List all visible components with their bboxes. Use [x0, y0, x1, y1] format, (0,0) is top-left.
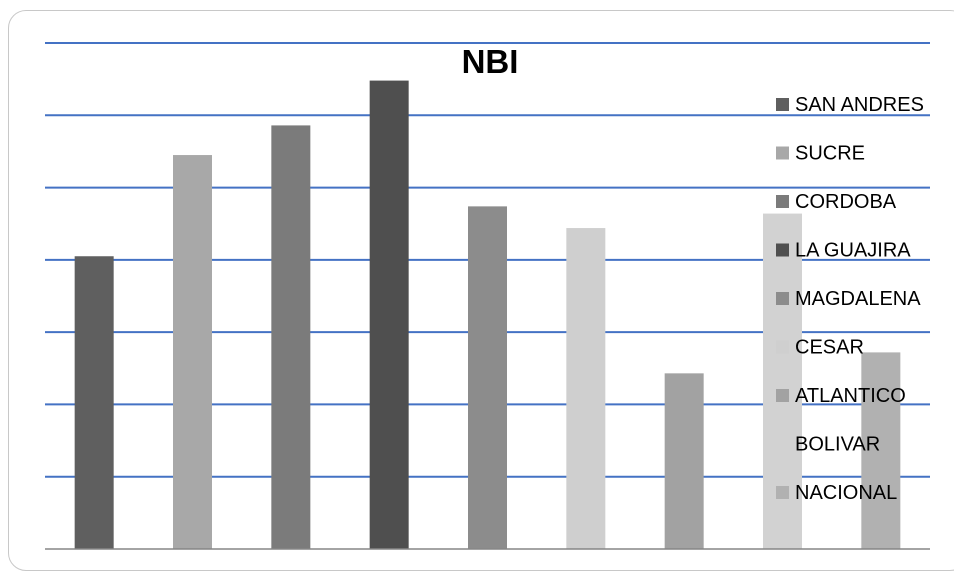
legend-label: MAGDALENA — [795, 288, 921, 310]
legend-swatch — [776, 146, 789, 160]
legend-label: SAN ANDRES — [795, 94, 924, 116]
chart-title: NBI — [462, 43, 519, 80]
bar-la-guajira — [369, 80, 409, 550]
legend-swatch — [776, 340, 789, 354]
legend-swatch — [776, 195, 789, 208]
legend-swatch — [776, 389, 789, 402]
bars — [74, 80, 901, 550]
legend-swatch — [776, 437, 789, 451]
bar-nacional — [861, 352, 901, 549]
legend-label: LA GUAJIRA — [795, 240, 911, 262]
legend-swatch — [776, 98, 789, 111]
legend-label: CORDOBA — [795, 191, 897, 213]
bar-sucre — [173, 155, 212, 550]
bar-cesar — [566, 228, 606, 549]
legend-label: CESAR — [795, 337, 864, 359]
legend: SAN ANDRES SUCRE CORDOBA LA GUAJIRA MAGDALEN… — [776, 94, 924, 504]
legend-label: BOLIVAR — [795, 434, 880, 456]
legend-label: SUCRE — [795, 143, 865, 165]
legend-swatch — [776, 292, 789, 305]
legend-label: ATLANTICO — [795, 385, 906, 407]
legend-swatch — [776, 243, 789, 257]
legend-label: NACIONAL — [795, 482, 897, 504]
bar-magdalena — [468, 206, 507, 549]
bar-cordoba — [271, 125, 311, 550]
bar-san-andres — [74, 256, 114, 549]
bar-atlantico — [664, 373, 704, 549]
legend-swatch — [776, 486, 789, 499]
